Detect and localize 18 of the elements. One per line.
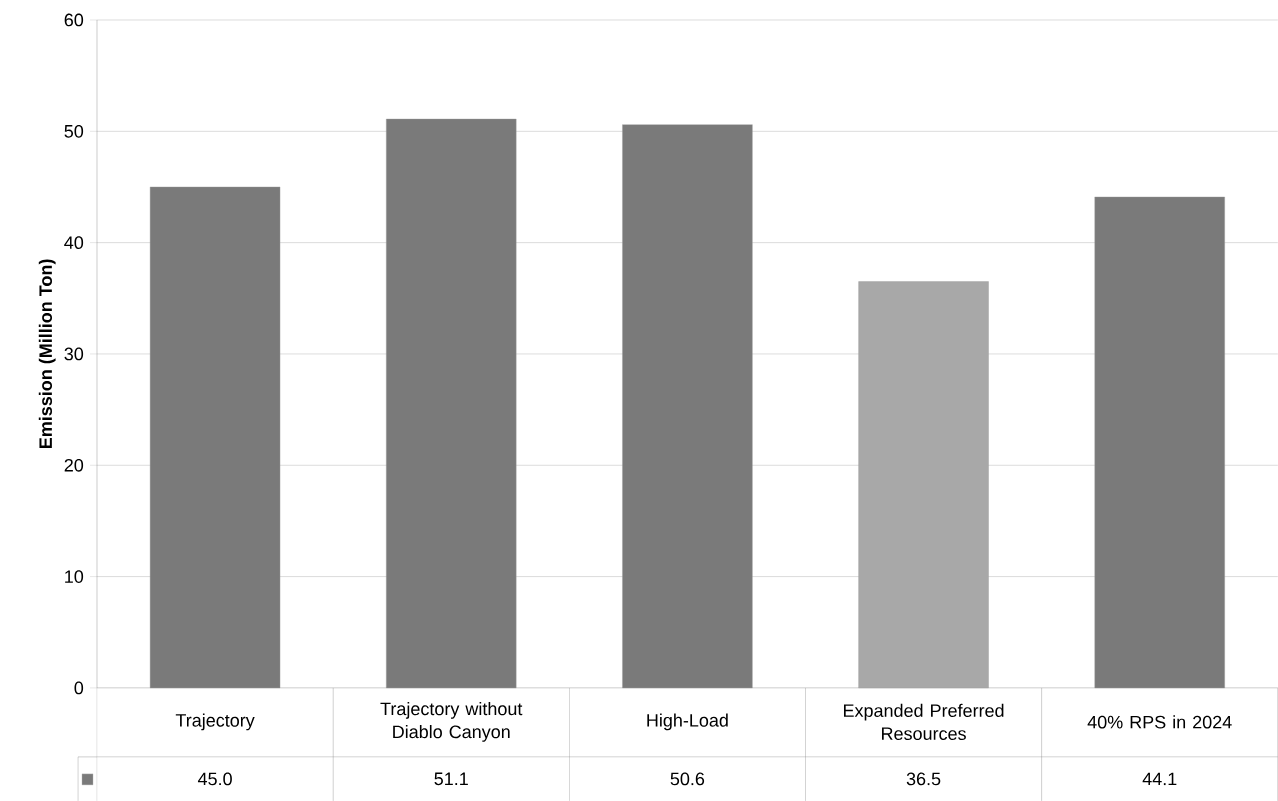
y-tick-label: 60 [64, 13, 84, 27]
data-label: 36.5 [906, 772, 941, 786]
y-tick-label: 50 [64, 124, 84, 138]
x-tick-label: Trajectory without Diablo Canyon [380, 701, 523, 742]
data-label: 50.6 [670, 772, 705, 786]
x-tick-label: 40% RPS in 2024 [1087, 715, 1232, 729]
y-axis-title: Emission (Million Ton) [38, 259, 56, 449]
y-tick-label: 0 [74, 681, 84, 695]
x-tick-label: Trajectory [175, 713, 255, 731]
x-tick-label: High-Load [647, 713, 728, 731]
y-tick-label: 20 [64, 458, 84, 472]
x-tick-label: Expanded Preferred Resources [844, 703, 1004, 740]
data-label: 51.1 [434, 772, 468, 786]
y-tick-label: 40 [64, 236, 84, 249]
y-tick-label: 30 [64, 347, 84, 361]
data-label: 45.0 [197, 772, 232, 786]
y-tick-label: 10 [65, 570, 84, 583]
data-label: 44.1 [1142, 772, 1177, 786]
